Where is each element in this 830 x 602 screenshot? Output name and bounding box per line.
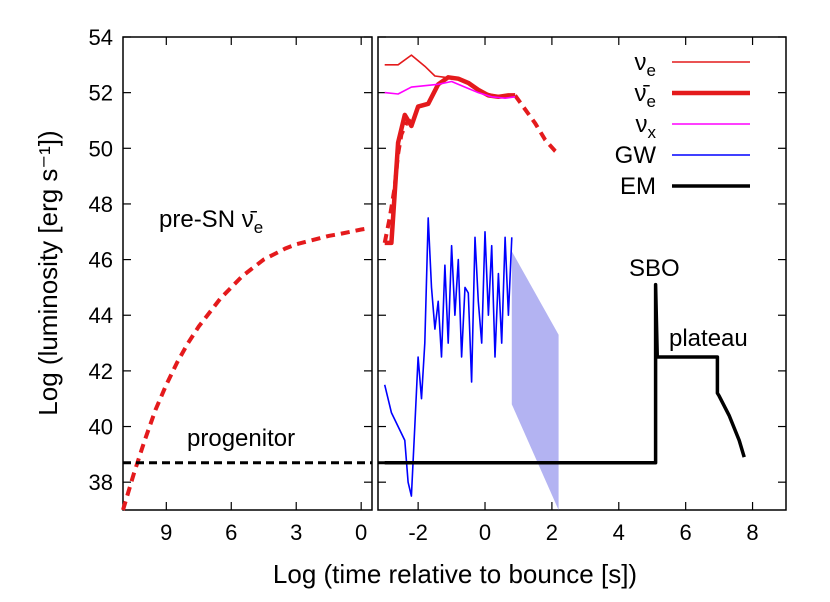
gw-line (383, 217, 513, 497)
progenitor-annotation: progenitor (187, 425, 295, 452)
x-axis-label: Log (time relative to bounce [s]) (273, 559, 637, 589)
gw-band-group (511, 251, 559, 510)
legend-label-main: GW (615, 142, 657, 169)
nu-e-bar-dashed-rise (382, 118, 413, 244)
y-tick-label: 44 (89, 303, 113, 328)
y-tick-label: 38 (89, 470, 113, 495)
nu-e-line (384, 54, 516, 97)
x-tick-label: 9 (160, 520, 172, 545)
legend-label: GW (615, 142, 657, 169)
x-tick-label: 2 (546, 520, 558, 545)
x-tick-label: 0 (355, 520, 367, 545)
legend-label: ν̄e (635, 80, 656, 111)
nu-e-bar-dashed-decline (513, 94, 560, 156)
right-panel-frame (377, 36, 787, 511)
y-tick-label: 52 (89, 81, 113, 106)
series-group (121, 54, 746, 511)
x-tick-label: 8 (746, 520, 758, 545)
x-tick-label: 0 (479, 520, 491, 545)
plateau-annotation: plateau (669, 325, 748, 352)
legend-label: νe (635, 49, 656, 80)
left-panel-frame (122, 36, 373, 511)
legend-label-subscript: e (647, 92, 656, 111)
pre-sn-subscript: e (254, 218, 263, 237)
em-line (384, 282, 746, 465)
y-tick-label: 48 (89, 192, 113, 217)
x-tick-label: 6 (225, 520, 237, 545)
legend-label: EM (620, 173, 656, 200)
gw-uncertainty-band (511, 251, 559, 510)
y-tick-label: 46 (89, 248, 113, 273)
pre-sn-prefix: pre-SN (159, 206, 242, 233)
legend-label-subscript: e (647, 61, 656, 80)
pre-sn-annotation: pre-SN ν̄e (159, 206, 263, 237)
nu-x-line (384, 80, 516, 99)
legend-label-main: ν (635, 49, 647, 76)
sbo-annotation: SBO (629, 255, 680, 282)
x-tick-label: 4 (613, 520, 625, 545)
pre-sn-antineutrino-line (121, 226, 369, 511)
legend-label-subscript: x (648, 123, 657, 142)
y-tick-label: 50 (89, 136, 113, 161)
nu-e-bar-line (384, 75, 516, 246)
x-tick-label: -2 (408, 520, 428, 545)
legend-label-main: EM (620, 173, 656, 200)
y-tick-label: 42 (89, 359, 113, 384)
x-tick-label: 6 (680, 520, 692, 545)
legend-label: νx (636, 111, 657, 142)
y-tick-label: 54 (89, 25, 113, 50)
y-tick-label: 40 (89, 415, 113, 440)
x-tick-label: 3 (290, 520, 302, 545)
y-axis-label: Log (luminosity [erg s⁻¹]) (33, 130, 63, 415)
legend-label-main: ν (636, 111, 648, 138)
